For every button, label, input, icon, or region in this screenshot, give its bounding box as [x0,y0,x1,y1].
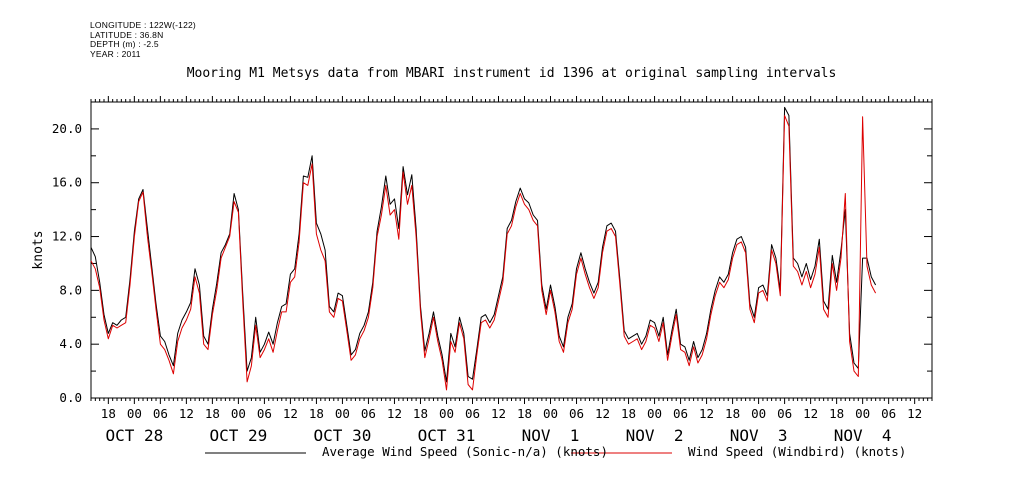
x-tick-label: 12 [803,406,818,421]
meta-latitude: LATITUDE : 36.8N [90,29,164,40]
meta-depth: DEPTH (m) : -2.5 [90,39,159,49]
x-tick-label: 12 [179,406,194,421]
x-tick-label: 00 [231,406,246,421]
plot-axes: 18 00 06 12 18 00 06 12 18 00 06 12 18 00 06 12 18 00 06 12… [31,96,933,445]
x-day-label: NOV 4 [834,426,892,445]
x-day-label: OCT 30 [314,426,372,445]
legend-item-sonic: Average Wind Speed (Sonic-n/a) (knots) [322,444,608,459]
x-day-label: OCT 29 [209,426,267,445]
chart-title: Mooring M1 Metsys data from MBARI instru… [186,66,837,81]
meta-year: YEAR : 2011 [90,48,141,59]
x-tick-label: 06 [257,406,272,421]
y-tick-label: 8.0 [59,282,82,297]
y-axis-label: knots [31,230,46,269]
x-tick-label: 00 [855,406,870,421]
x-tick-label: 12 [699,406,714,421]
x-tick-label: 18 [309,406,324,421]
x-tick-label: 18 [413,406,428,421]
y-tick-label: 20.0 [52,121,82,136]
x-tick-label: 18 [829,406,844,421]
meta-longitude: LONGITUDE : 122W(-122) [90,20,196,30]
x-tick-label: 18 [725,406,740,421]
x-tick-label: 00 [439,406,454,421]
x-tick-label: 00 [127,406,142,421]
x-tick-label: 00 [647,406,662,421]
x-tick-label: 00 [751,406,766,421]
x-tick-label: 06 [153,406,168,421]
series-line-windbird [90,115,877,391]
y-tick-label: 0.0 [59,390,82,405]
metadata-block: LONGITUDE : 122W(-122) LATITUDE : 36.8N … [90,20,196,59]
x-tick-label: 18 [621,406,636,421]
x-tick-label: 18 [101,406,116,421]
plot-series [90,106,877,391]
x-day-label: OCT 28 [105,426,163,445]
plot-frame [90,101,933,399]
x-tick-label: 12 [491,406,506,421]
x-tick-label: 06 [569,406,584,421]
x-tick-label: 00 [335,406,350,421]
x-tick-label: 00 [543,406,558,421]
series-line-sonic [90,106,877,383]
x-tick-label: 06 [361,406,376,421]
x-day-label: NOV 2 [626,426,684,445]
x-tick-label: 06 [465,406,480,421]
x-tick-label: 18 [517,406,532,421]
y-tick-label: 16.0 [52,175,82,190]
x-tick-label: 12 [283,406,298,421]
x-tick-label: 12 [595,406,610,421]
x-tick-label: 06 [881,406,896,421]
legend-item-windbird: Wind Speed (Windbird) (knots) [688,444,907,459]
y-tick-label: 12.0 [52,229,82,244]
x-tick-label: 18 [205,406,220,421]
x-tick-label: 06 [777,406,792,421]
x-day-label: NOV 1 [522,426,580,445]
y-tick-label: 4.0 [59,336,82,351]
x-tick-label: 06 [673,406,688,421]
x-day-label: NOV 3 [730,426,788,445]
x-tick-label: 12 [907,406,922,421]
x-day-label: OCT 31 [418,426,476,445]
x-tick-label: 12 [387,406,402,421]
